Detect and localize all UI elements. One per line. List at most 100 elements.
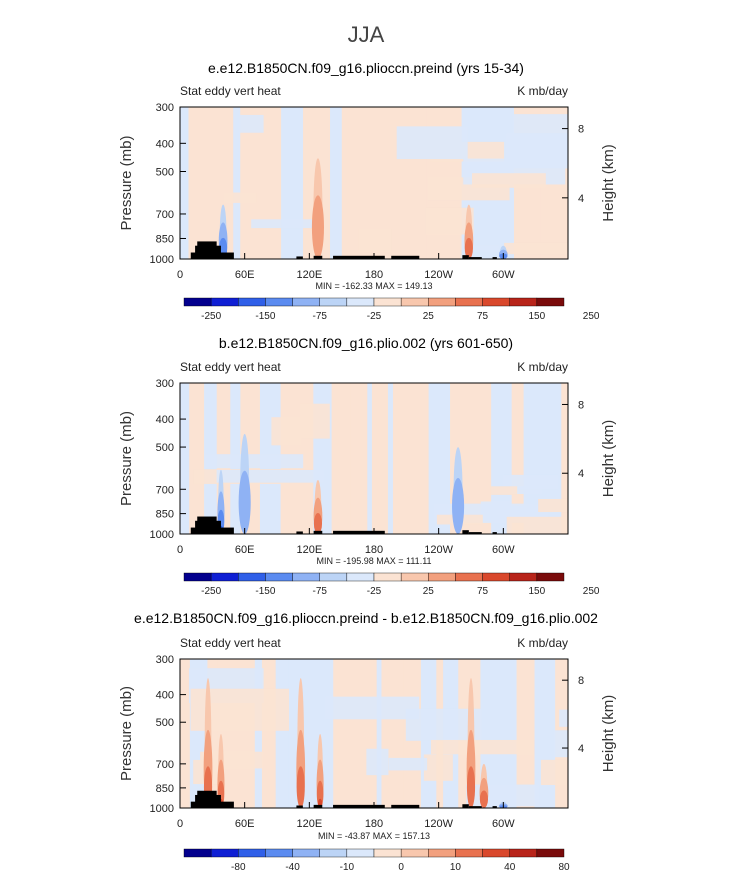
topography bbox=[391, 255, 420, 259]
y-tick-label: 1000 bbox=[150, 803, 174, 815]
panel-title: e.e12.B1850CN.f09_g16.plioccn.preind - b… bbox=[134, 610, 598, 626]
colorbar-swatch bbox=[183, 297, 212, 307]
y-tick-label: 700 bbox=[156, 209, 174, 221]
min-max-label: MIN = -43.87 MAX = 157.13 bbox=[318, 831, 430, 841]
field-band bbox=[396, 126, 468, 160]
topography bbox=[391, 804, 420, 808]
field-band bbox=[506, 516, 568, 534]
field-band bbox=[325, 696, 420, 720]
field-column bbox=[381, 659, 393, 808]
right-string: K mb/day bbox=[517, 360, 568, 374]
field-column bbox=[401, 107, 411, 259]
field-column bbox=[501, 659, 518, 808]
panel-1: e.e12.B1850CN.f09_g16.plioccn.preind (yr… bbox=[118, 60, 617, 322]
warm-anomaly bbox=[466, 766, 476, 808]
y-tick-label: 500 bbox=[156, 717, 174, 729]
topography bbox=[313, 530, 323, 534]
topography bbox=[333, 804, 385, 808]
heatmap-field bbox=[180, 383, 568, 534]
field-column bbox=[542, 383, 562, 534]
colorbar-label: 25 bbox=[423, 311, 435, 322]
colorbar-swatch bbox=[210, 848, 239, 858]
colorbar-label: -150 bbox=[255, 311, 275, 322]
y-tick-label: 700 bbox=[156, 484, 174, 496]
colorbar-label: -40 bbox=[285, 862, 300, 873]
colorbar-label: -250 bbox=[201, 311, 221, 322]
field-band bbox=[538, 498, 568, 513]
y-axis-title: Pressure (mb) bbox=[118, 135, 135, 230]
field-column bbox=[261, 107, 282, 259]
field-band bbox=[423, 754, 453, 781]
field-column bbox=[207, 659, 219, 808]
right-string: K mb/day bbox=[517, 84, 568, 98]
y-tick-label: 1000 bbox=[150, 529, 174, 541]
field-column bbox=[180, 659, 191, 808]
cool-anomaly bbox=[452, 478, 465, 534]
colorbar-swatch bbox=[373, 848, 402, 858]
heatmap-field bbox=[180, 659, 568, 808]
topography bbox=[333, 255, 385, 259]
field-column bbox=[180, 107, 190, 259]
field-band bbox=[465, 245, 500, 252]
warm-anomaly bbox=[296, 766, 305, 808]
field-column bbox=[387, 383, 394, 534]
field-column bbox=[313, 383, 320, 534]
field-band bbox=[504, 242, 568, 255]
min-max-label: MIN = -162.33 MAX = 149.13 bbox=[315, 281, 432, 291]
colorbar-swatch bbox=[292, 297, 320, 307]
cool-anomaly bbox=[238, 470, 251, 534]
y2-tick-label: 4 bbox=[578, 193, 584, 205]
x-tick-label: 60W bbox=[492, 269, 515, 281]
field-column bbox=[290, 107, 304, 259]
colorbar-swatch bbox=[482, 572, 510, 582]
left-string: Stat eddy vert heat bbox=[180, 360, 281, 374]
topography bbox=[313, 804, 323, 808]
field-column bbox=[480, 383, 492, 534]
colorbar-swatch bbox=[400, 297, 429, 307]
field-band bbox=[224, 192, 257, 203]
warm-anomaly bbox=[479, 790, 489, 808]
topography bbox=[225, 256, 230, 259]
colorbar-label: -75 bbox=[312, 586, 327, 597]
colorbar-swatch bbox=[455, 297, 483, 307]
field-column bbox=[200, 107, 218, 259]
x-tick-label: 60W bbox=[492, 544, 515, 556]
colorbar-label: -75 bbox=[312, 311, 327, 322]
field-column bbox=[561, 383, 568, 534]
colorbar-swatch bbox=[210, 297, 239, 307]
colorbar-swatch bbox=[292, 572, 320, 582]
x-tick-label: 120W bbox=[424, 818, 453, 830]
colorbar-swatch bbox=[428, 297, 456, 307]
field-band bbox=[559, 709, 568, 727]
x-tick-label: 0 bbox=[177, 818, 183, 830]
field-band bbox=[490, 486, 518, 495]
x-tick-label: 180 bbox=[365, 269, 383, 281]
field-column bbox=[233, 107, 241, 259]
left-string: Stat eddy vert heat bbox=[180, 84, 281, 98]
colorbar-label: 0 bbox=[398, 862, 404, 873]
x-tick-label: 60E bbox=[235, 269, 255, 281]
topography bbox=[462, 255, 469, 259]
y-tick-label: 700 bbox=[156, 759, 174, 771]
y2-axis-title: Height (km) bbox=[600, 420, 617, 498]
topography bbox=[468, 806, 482, 808]
colorbar-label: -10 bbox=[340, 862, 355, 873]
topography bbox=[197, 241, 217, 259]
colorbar-swatch bbox=[292, 848, 320, 858]
field-column bbox=[392, 383, 414, 534]
colorbar-swatch bbox=[455, 848, 483, 858]
field-column bbox=[511, 383, 525, 534]
field-band bbox=[216, 469, 324, 483]
field-column bbox=[341, 107, 351, 259]
field-column bbox=[376, 659, 383, 808]
y2-axis-title: Height (km) bbox=[600, 144, 617, 222]
left-string: Stat eddy vert heat bbox=[180, 636, 281, 650]
field-column bbox=[189, 383, 205, 534]
field-column bbox=[330, 107, 336, 259]
colorbar-swatch bbox=[210, 572, 239, 582]
min-max-label: MIN = -195.98 MAX = 111.11 bbox=[316, 556, 431, 566]
y2-tick-label: 8 bbox=[578, 399, 584, 411]
y-tick-label: 300 bbox=[156, 102, 174, 114]
y-tick-label: 500 bbox=[156, 442, 174, 454]
y-tick-label: 850 bbox=[156, 509, 174, 521]
